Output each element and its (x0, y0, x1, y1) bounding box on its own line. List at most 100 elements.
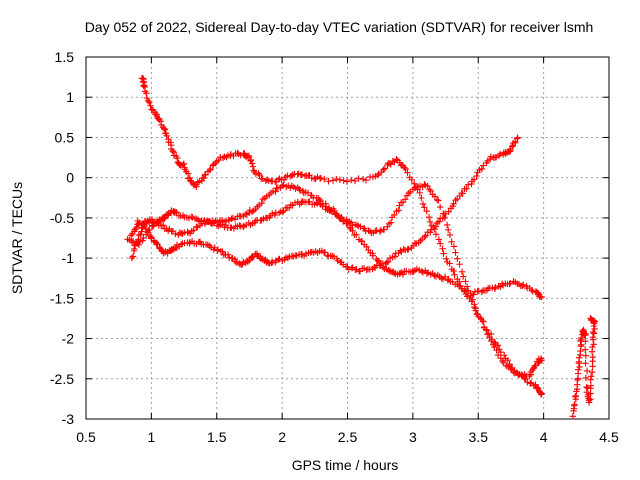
data-point (575, 366, 582, 373)
data-point (177, 241, 185, 248)
data-point (249, 208, 256, 215)
data-point (431, 272, 438, 279)
data-point (437, 240, 444, 247)
data-point (306, 198, 313, 205)
data-point (291, 199, 299, 207)
data-point (533, 384, 540, 391)
data-point (444, 226, 452, 234)
data-point (463, 283, 471, 290)
data-point (359, 176, 367, 183)
data-point (376, 228, 384, 235)
data-point (527, 379, 535, 386)
data-point (576, 363, 583, 371)
data-point (508, 143, 516, 150)
data-point (193, 183, 200, 190)
data-point (408, 176, 415, 184)
data-point (345, 266, 352, 273)
data-point (144, 97, 152, 105)
x-tick-label: 4 (540, 429, 548, 445)
data-point (340, 177, 347, 184)
data-point (372, 173, 379, 180)
data-point (422, 232, 429, 239)
data-point (228, 215, 235, 222)
data-point (576, 354, 583, 361)
data-point (421, 233, 428, 241)
data-point (325, 178, 332, 185)
data-point (431, 193, 439, 200)
data-point (494, 351, 502, 359)
data-series (124, 75, 599, 420)
data-point (427, 187, 434, 195)
data-point (462, 278, 469, 285)
data-point (435, 197, 442, 204)
data-point (440, 210, 447, 217)
data-point (383, 259, 391, 266)
data-point (492, 154, 500, 161)
data-point (419, 200, 427, 208)
data-point (474, 311, 481, 318)
data-point (353, 221, 361, 229)
data-point (464, 181, 472, 188)
data-point (142, 231, 150, 238)
data-point (528, 286, 535, 294)
data-point (146, 226, 153, 233)
data-point (432, 231, 440, 238)
data-point (346, 224, 354, 231)
data-point (374, 171, 382, 179)
data-point (589, 343, 596, 351)
data-point (331, 207, 338, 215)
data-point (501, 352, 508, 359)
data-point (587, 396, 594, 403)
data-point (317, 175, 325, 182)
data-point (423, 270, 431, 277)
data-point (506, 280, 513, 288)
data-point (469, 296, 476, 303)
data-point (194, 179, 201, 186)
x-tick-label: 2 (278, 429, 286, 445)
y-tick-label: 0 (66, 170, 74, 186)
data-point (538, 293, 545, 301)
data-point (439, 245, 446, 252)
x-tick-label: 1 (147, 429, 155, 445)
data-point (275, 209, 283, 217)
data-point (284, 254, 292, 262)
data-point (582, 360, 589, 367)
data-point (200, 174, 207, 182)
data-point (507, 279, 514, 287)
data-point (514, 134, 521, 141)
data-point (143, 94, 151, 102)
data-point (472, 307, 479, 314)
data-point (343, 178, 351, 185)
data-point (421, 204, 428, 211)
data-point (590, 330, 598, 337)
data-point (351, 177, 359, 185)
data-point (139, 224, 146, 232)
data-point (379, 264, 387, 271)
data-point (440, 250, 447, 257)
series-arc-4 (128, 181, 545, 301)
data-point (451, 271, 458, 279)
data-point (219, 154, 227, 162)
data-point (582, 374, 590, 382)
data-point (591, 325, 598, 333)
data-point (140, 82, 147, 90)
data-point (129, 253, 137, 260)
grid (86, 57, 609, 419)
data-point (433, 196, 441, 204)
data-point (532, 362, 539, 369)
data-point (450, 200, 457, 208)
data-point (169, 147, 176, 155)
data-point (479, 317, 486, 325)
data-point (582, 338, 589, 345)
data-point (478, 288, 486, 296)
x-tick-label: 3 (409, 429, 417, 445)
data-point (441, 214, 449, 222)
data-point (366, 266, 374, 273)
data-point (401, 196, 409, 203)
data-point (344, 220, 351, 227)
data-point (336, 176, 344, 184)
data-point (450, 267, 457, 275)
data-point (206, 217, 213, 225)
x-tick-label: 2.5 (338, 429, 358, 445)
